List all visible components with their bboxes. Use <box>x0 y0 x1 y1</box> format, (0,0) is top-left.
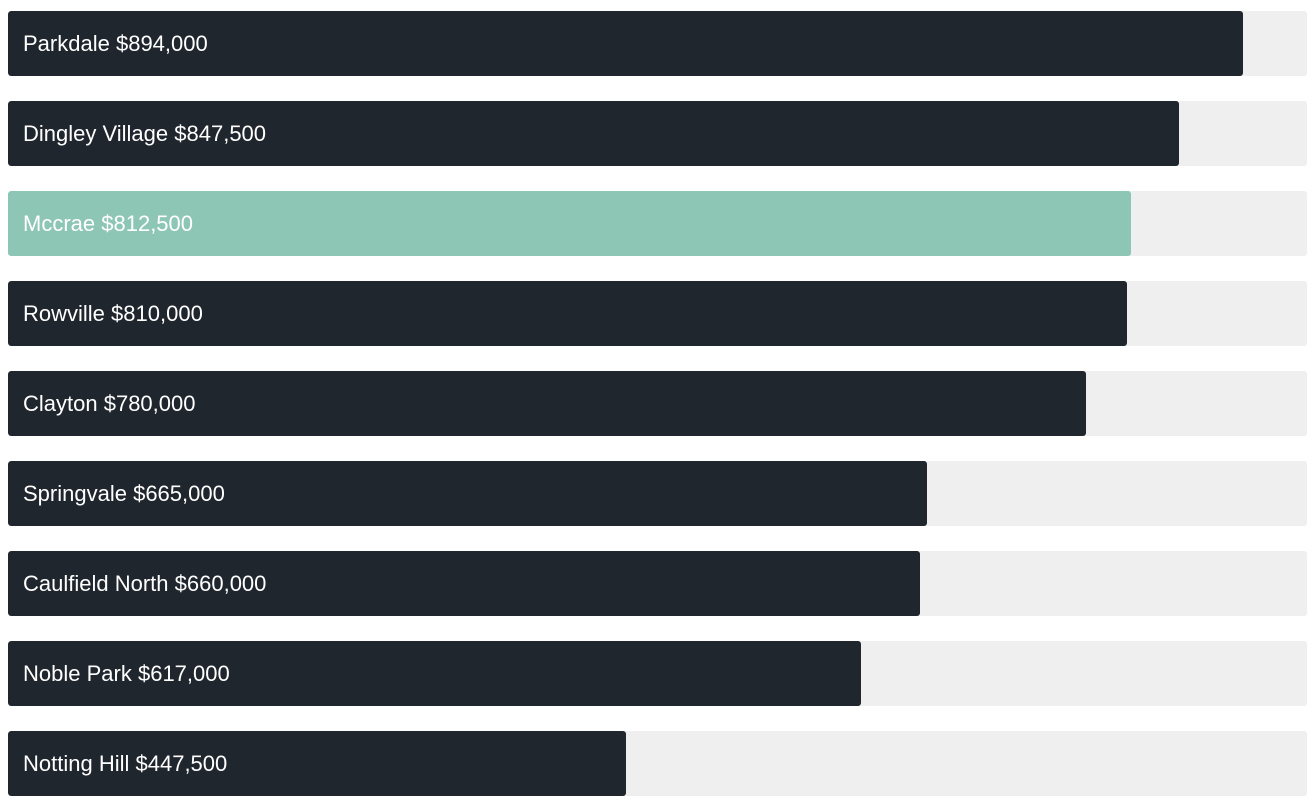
value-label: $894,000 <box>115 31 208 56</box>
bar-label: Springvale $665,000 <box>23 461 225 526</box>
bar-label: Dingley Village $847,500 <box>23 101 266 166</box>
bar-label: Notting Hill $447,500 <box>23 731 227 796</box>
bar-parkdale <box>8 11 1243 76</box>
value-label: $665,000 <box>133 481 225 506</box>
value-label: $617,000 <box>137 661 230 686</box>
bar-track: Mccrae $812,500 <box>8 191 1307 256</box>
value-label: $780,000 <box>103 391 196 416</box>
value-label: $660,000 <box>174 571 267 596</box>
value-label: $810,000 <box>111 301 203 326</box>
value-label: $447,500 <box>135 751 228 776</box>
bar-label: Mccrae $812,500 <box>23 191 193 256</box>
bar-label: Parkdale $894,000 <box>23 11 208 76</box>
value-label: $812,500 <box>101 211 194 236</box>
bar-label: Noble Park $617,000 <box>23 641 230 706</box>
category-label: Parkdale <box>23 31 110 56</box>
category-label: Noble Park <box>23 661 132 686</box>
bar-mccrae <box>8 191 1131 256</box>
bar-clayton <box>8 371 1086 436</box>
category-label: Caulfield North <box>23 571 169 596</box>
bar-track: Notting Hill $447,500 <box>8 731 1307 796</box>
bar-caulfield-north <box>8 551 920 616</box>
category-label: Mccrae <box>23 211 96 236</box>
bar-springvale <box>8 461 927 526</box>
category-label: Dingley Village <box>23 121 169 146</box>
category-label: Clayton <box>23 391 98 416</box>
bar-rowville <box>8 281 1127 346</box>
bar-label: Clayton $780,000 <box>23 371 195 436</box>
bar-track: Springvale $665,000 <box>8 461 1307 526</box>
bar-noble-park <box>8 641 861 706</box>
bar-track: Parkdale $894,000 <box>8 11 1307 76</box>
category-label: Springvale <box>23 481 127 506</box>
category-label: Rowville <box>23 301 105 326</box>
bar-track: Noble Park $617,000 <box>8 641 1307 706</box>
category-label: Notting Hill <box>23 751 130 776</box>
bar-notting-hill <box>8 731 626 796</box>
bar-track: Caulfield North $660,000 <box>8 551 1307 616</box>
bar-label: Caulfield North $660,000 <box>23 551 266 616</box>
bar-track: Dingley Village $847,500 <box>8 101 1307 166</box>
bar-label: Rowville $810,000 <box>23 281 203 346</box>
bar-track: Clayton $780,000 <box>8 371 1307 436</box>
bar-track: Rowville $810,000 <box>8 281 1307 346</box>
bar-dingley-village <box>8 101 1179 166</box>
value-label: $847,500 <box>174 121 267 146</box>
